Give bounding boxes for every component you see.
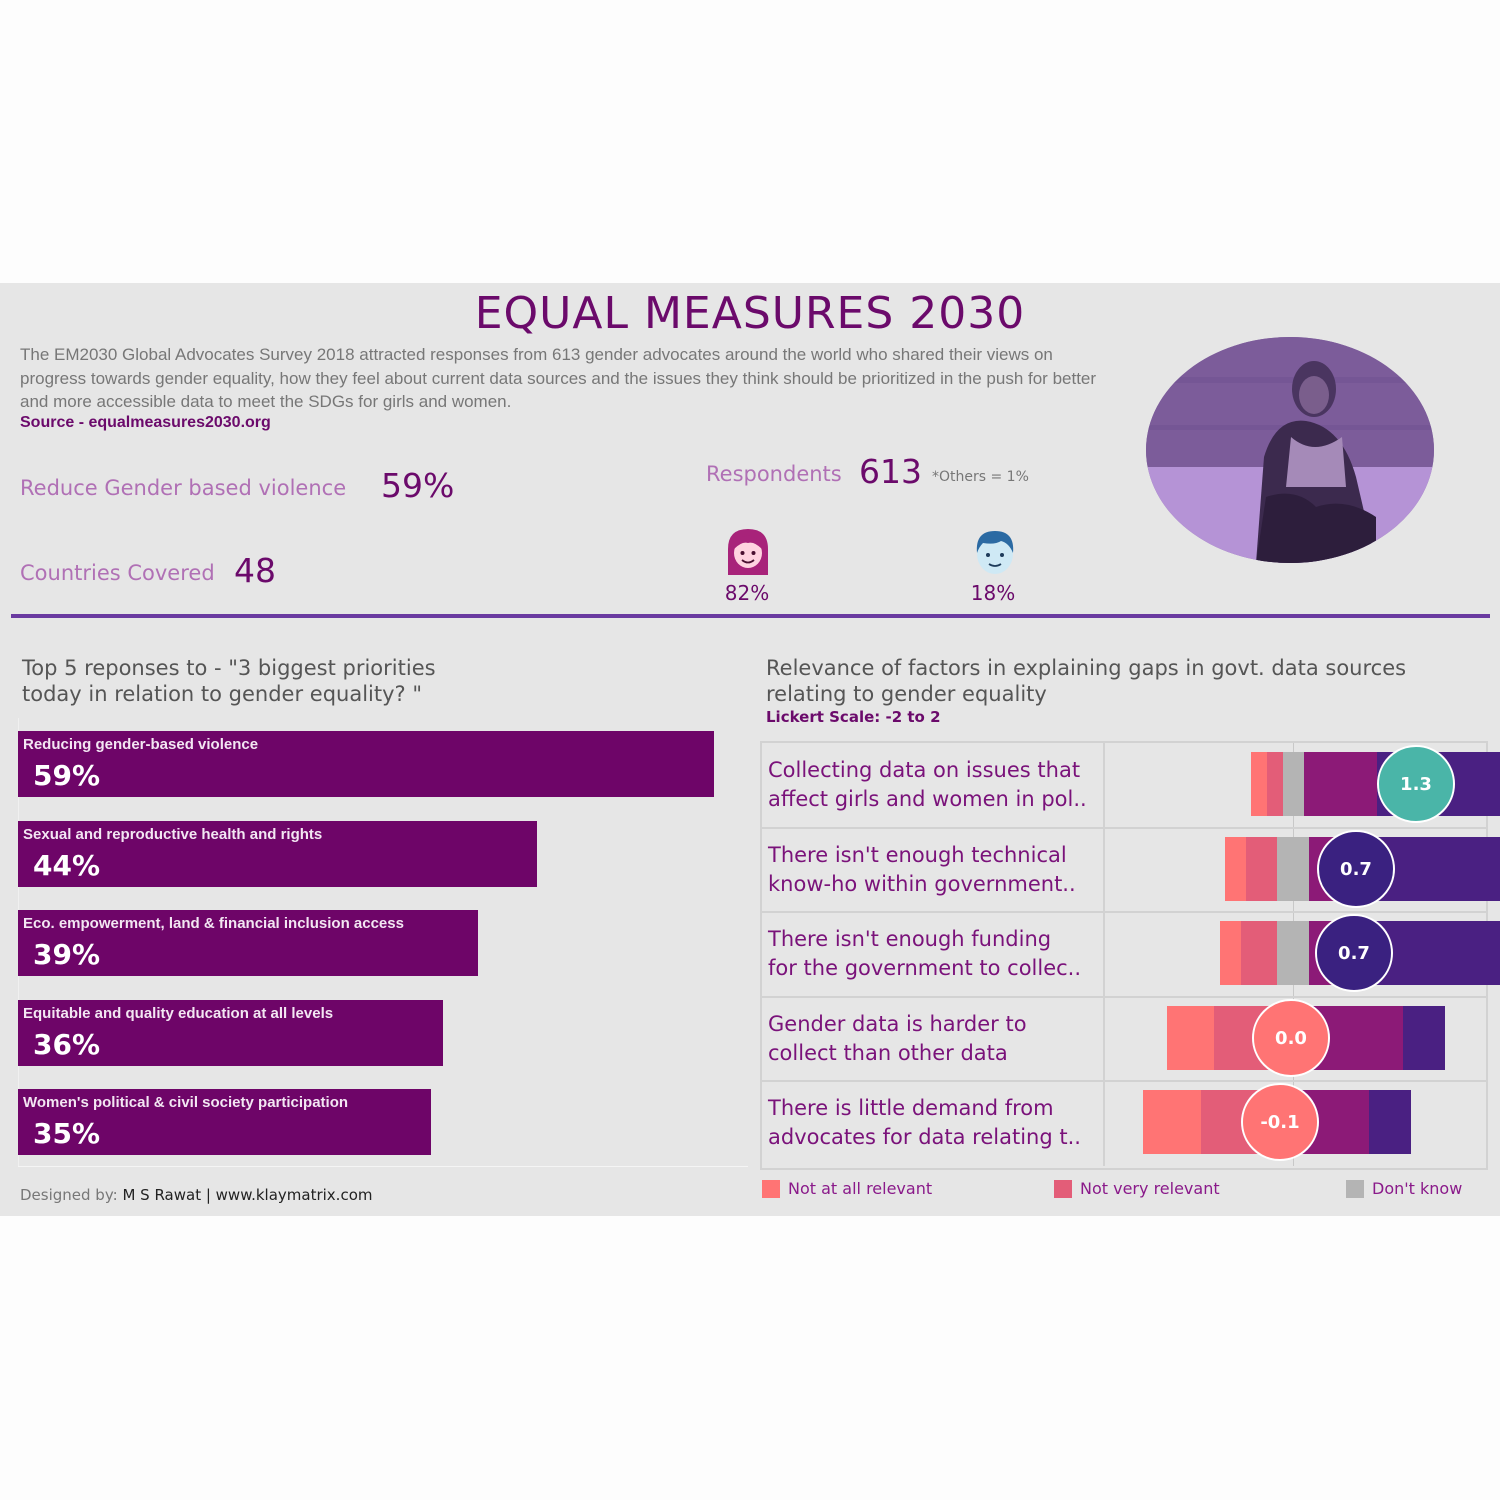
mean-score-circle: 1.3 <box>1377 745 1455 823</box>
priority-bar-value: 35% <box>33 1117 101 1150</box>
page-title: EQUAL MEASURES 2030 <box>474 288 1026 339</box>
relevance-segment[interactable] <box>1403 1006 1445 1070</box>
priority-bar-value: 36% <box>33 1027 101 1061</box>
kpi-gbv-value: 59% <box>381 466 455 505</box>
relevance-segment[interactable] <box>1372 921 1500 985</box>
left-chart-title-line1: Top 5 reponses to - "3 biggest prioritie… <box>22 656 436 680</box>
relevance-segment[interactable] <box>1167 1006 1214 1070</box>
relevance-segment[interactable] <box>1283 752 1304 816</box>
relevance-row-separator <box>760 1080 1486 1082</box>
relevance-segment[interactable] <box>1241 921 1278 985</box>
kpi-countries-label: Countries Covered <box>20 561 215 585</box>
legend-label-dont-know: Don't know <box>1372 1179 1463 1198</box>
legend-label-not-at-all: Not at all relevant <box>788 1179 933 1198</box>
legend-swatch-not-at-all <box>762 1180 780 1198</box>
designer-credit: Designed by: M S Rawat | www.klaymatrix.… <box>20 1186 373 1204</box>
kpi-respondents-label: Respondents <box>706 462 842 486</box>
priority-bar-value: 59% <box>33 759 101 792</box>
credit-author[interactable]: M S Rawat | www.klaymatrix.com <box>122 1186 373 1204</box>
relevance-row-separator <box>760 827 1486 829</box>
priority-bar[interactable]: Reducing gender-based violence 59% <box>18 731 714 797</box>
mean-score-circle: 0.7 <box>1315 914 1393 992</box>
credit-prefix: Designed by: <box>20 1186 118 1204</box>
kpi-gbv-label: Reduce Gender based violence <box>20 476 347 500</box>
relevance-segment[interactable] <box>1251 752 1267 816</box>
left-chart-baseline <box>18 1166 748 1167</box>
mean-score-circle: 0.7 <box>1317 830 1395 908</box>
relevance-segment[interactable] <box>1369 1090 1411 1154</box>
relevance-segment[interactable] <box>1304 752 1378 816</box>
relevance-column-separator <box>1103 743 1105 1166</box>
relevance-row-separator <box>760 911 1486 913</box>
relevance-segment[interactable] <box>1220 921 1241 985</box>
legend-label-not-very: Not very relevant <box>1080 1179 1220 1198</box>
priority-bar-label: Reducing gender-based violence <box>23 736 259 753</box>
mean-score-circle: 0.0 <box>1252 999 1330 1077</box>
priority-bar[interactable]: Equitable and quality education at all l… <box>18 999 443 1066</box>
relevance-row-label: There isn't enough funding for the govern… <box>768 927 1082 980</box>
female-pct: 82% <box>724 581 770 605</box>
relevance-segment[interactable] <box>1277 837 1309 901</box>
priority-bar-label: Eco. empowerment, land & financial inclu… <box>23 915 404 932</box>
right-chart-subtitle: Lickert Scale: -2 to 2 <box>766 708 941 726</box>
relevance-segment[interactable] <box>1143 1090 1201 1154</box>
kpi-respondents-value: 613 <box>859 452 922 491</box>
legend-swatch-not-very <box>1054 1180 1072 1198</box>
relevance-row-label: Gender data is harder to collect than oth… <box>768 1012 1027 1065</box>
male-pct: 18% <box>970 581 1016 605</box>
relevance-row-label: There isn't enough technical know-ho with… <box>768 843 1076 896</box>
priority-bar[interactable]: Sexual and reproductive health and right… <box>18 820 537 887</box>
priority-bar[interactable]: Women's political & civil society partic… <box>18 1089 431 1155</box>
intro-text: The EM2030 Global Advocates Survey 2018 … <box>20 345 1097 411</box>
woman-face-icon <box>728 529 768 575</box>
right-chart-title: Relevance of factors in explaining gaps … <box>766 655 1406 707</box>
priority-bar-value: 39% <box>33 938 101 971</box>
priority-bar-label: Sexual and reproductive health and right… <box>23 825 323 843</box>
woman-photo <box>1146 337 1434 563</box>
left-chart-title-line2: today in relation to gender equality? " <box>22 682 423 706</box>
priority-bar-label: Equitable and quality education at all l… <box>23 1004 334 1022</box>
relevance-row-label: Collecting data on issues that affect gir… <box>768 758 1087 811</box>
priority-bar-value: 44% <box>33 848 101 882</box>
relevance-row-separator <box>760 996 1486 998</box>
relevance-row-label: There is little demand from advocates for… <box>768 1096 1081 1149</box>
kpi-countries-value: 48 <box>234 551 276 590</box>
source-link[interactable]: Source - equalmeasures2030.org <box>20 414 271 431</box>
priority-bar-label: Women's political & civil society partic… <box>23 1094 349 1111</box>
relevance-segment[interactable] <box>1267 752 1283 816</box>
man-face-icon <box>976 531 1014 574</box>
relevance-segment[interactable] <box>1246 837 1278 901</box>
mean-score-circle: -0.1 <box>1241 1083 1319 1161</box>
right-chart-title-line1: Relevance of factors in explaining gaps … <box>766 656 1407 680</box>
legend-swatch-dont-know <box>1346 1180 1364 1198</box>
left-chart-title: Top 5 reponses to - "3 biggest prioritie… <box>22 655 436 707</box>
priority-bar[interactable]: Eco. empowerment, land & financial inclu… <box>18 910 478 976</box>
right-chart-title-line2: relating to gender equality <box>766 682 1047 706</box>
relevance-segment[interactable] <box>1225 837 1246 901</box>
section-divider <box>11 614 1490 618</box>
relevance-segment[interactable] <box>1277 921 1309 985</box>
others-note: *Others = 1% <box>932 469 1029 485</box>
